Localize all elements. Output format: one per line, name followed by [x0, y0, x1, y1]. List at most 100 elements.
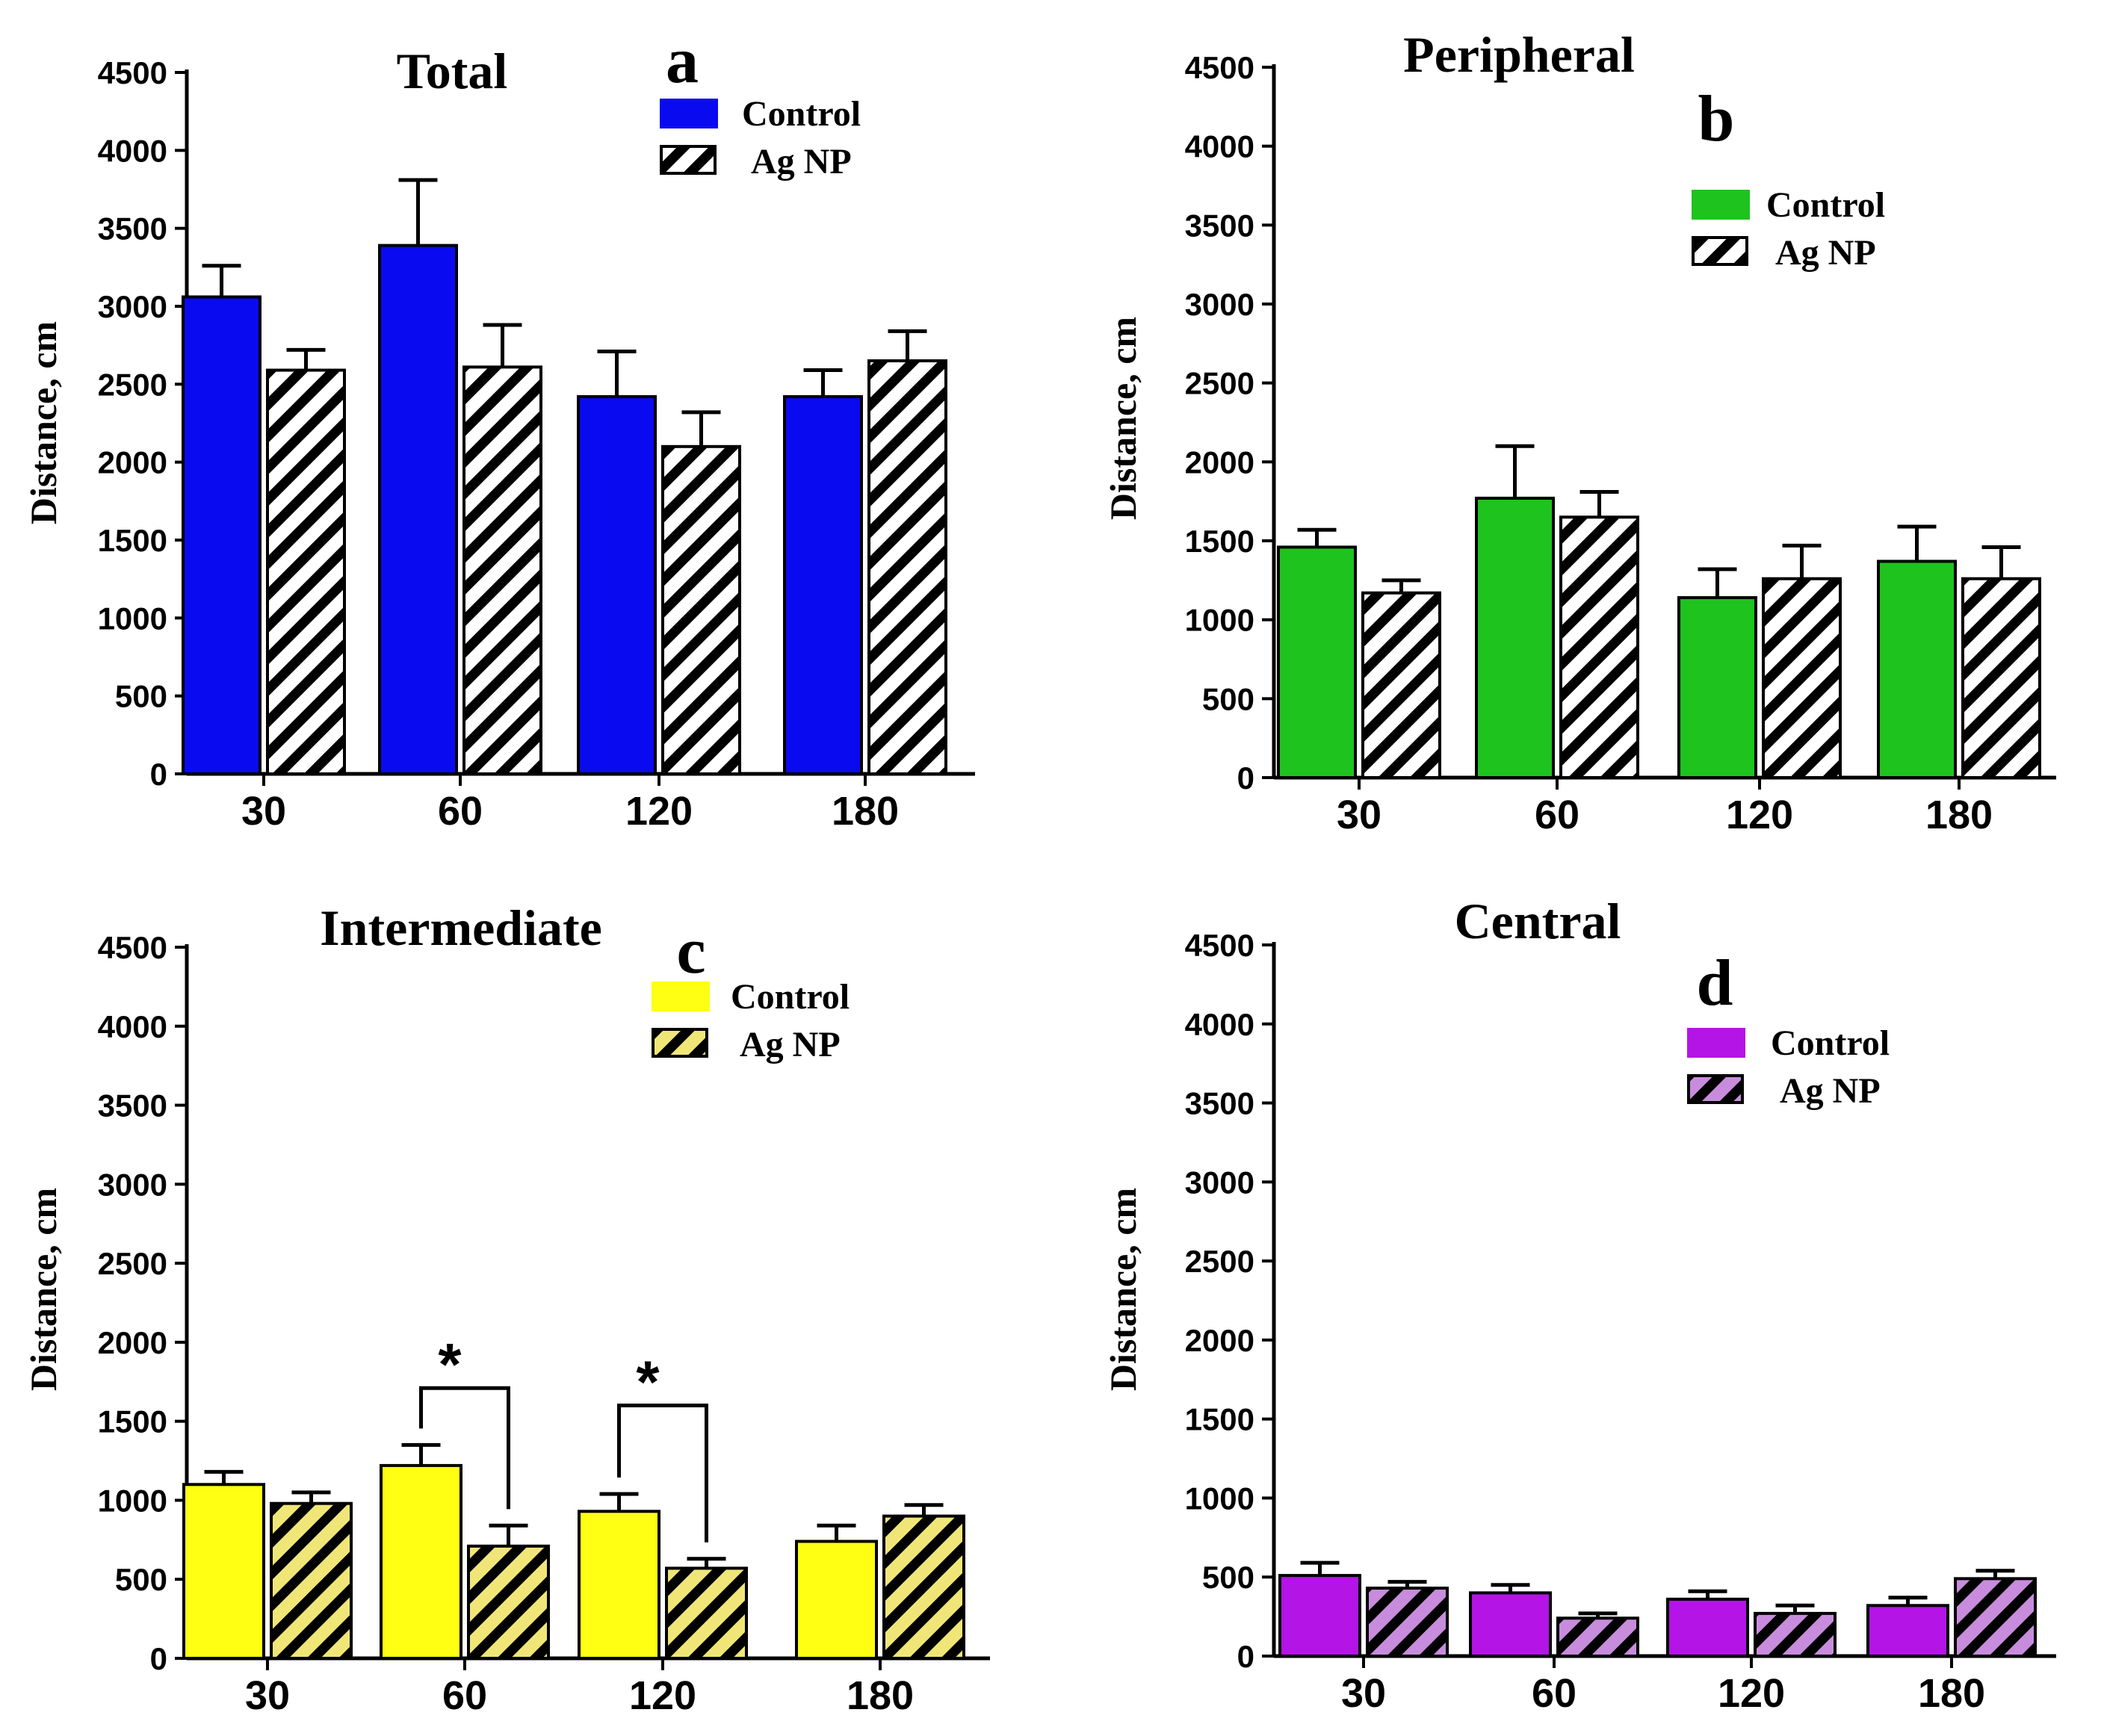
x-tick-label: 30	[1337, 793, 1381, 837]
chart-panel-b: 0 500 1000 1500 2000 2500 3000 3500 4000 4500 Dist…	[1102, 26, 2056, 837]
x-tick-label: 30	[241, 789, 286, 834]
legend-label-control: Control	[1771, 1023, 1890, 1063]
chart-title: Central	[1455, 893, 1621, 949]
legend-swatch-control	[1692, 190, 1750, 220]
y-axis-title: Distance, cm	[22, 321, 64, 524]
legend-label-agnp: Ag NP	[740, 1025, 841, 1064]
y-tick-label: 500	[1202, 1560, 1254, 1595]
y-tick-label: 1500	[1185, 524, 1254, 559]
chart-title: Peripheral	[1403, 26, 1635, 83]
y-tick-label: 3500	[98, 1088, 167, 1123]
y-tick-label: 500	[115, 679, 167, 714]
y-tick-label: 500	[1202, 681, 1254, 716]
bar-agnp-120	[1754, 1611, 1837, 1658]
bar-agnp-60	[1556, 1616, 1639, 1658]
y-tick-label: 4500	[1185, 50, 1254, 85]
significance-star: *	[636, 1349, 660, 1416]
x-tick-label: 120	[629, 1673, 696, 1718]
x-tick-label: 120	[1726, 793, 1793, 837]
legend-swatch-control	[660, 99, 718, 128]
bar-control-180	[783, 395, 863, 775]
bar-control-120	[577, 395, 657, 775]
panel-letter: c	[676, 915, 705, 988]
legend-swatch-agnp	[660, 145, 717, 175]
legend-label-control: Control	[742, 94, 861, 134]
bar-control-120	[1666, 1597, 1749, 1658]
legend: Control Ag NP	[660, 94, 861, 182]
y-tick-label: 4500	[98, 55, 167, 90]
bar-control-120	[1677, 596, 1757, 780]
chart-title: Total	[397, 43, 508, 99]
bar-control-180	[1866, 1604, 1949, 1658]
bar-agnp-30	[1366, 1587, 1449, 1658]
bar-agnp-30	[270, 1501, 353, 1660]
y-tick-label: 2000	[1185, 1323, 1254, 1358]
y-axis-title: Distance, cm	[1102, 1188, 1144, 1391]
bar-agnp-120	[661, 444, 741, 775]
bar-control-120	[578, 1510, 660, 1660]
x-tick-label: 60	[442, 1673, 487, 1718]
y-tick-label: 1500	[1185, 1402, 1254, 1437]
x-tick-label: 120	[625, 789, 693, 834]
y-tick-label: 1000	[98, 1483, 167, 1518]
x-tick-label: 180	[832, 789, 899, 834]
x-tick-label: 180	[1918, 1671, 1985, 1716]
bar-control-30	[182, 295, 262, 776]
legend: Control Ag NP	[1687, 1023, 1890, 1111]
y-tick-label: 4000	[1185, 1007, 1254, 1042]
bar-control-60	[1475, 496, 1555, 779]
bar-agnp-30	[266, 368, 346, 775]
legend-label-agnp: Ag NP	[751, 142, 852, 182]
x-tick-label: 30	[245, 1673, 290, 1718]
y-tick-label: 2500	[1185, 1244, 1254, 1279]
significance-bracket	[419, 1386, 510, 1510]
y-axis-title: Distance, cm	[22, 1188, 64, 1391]
y-tick-label: 1000	[98, 601, 167, 636]
legend: Control Ag NP	[652, 977, 850, 1064]
bar-control-60	[1469, 1591, 1552, 1658]
x-tick-label: 60	[1532, 1671, 1577, 1716]
y-tick-label: 4000	[98, 1009, 167, 1044]
y-tick-label: 2000	[1185, 444, 1254, 480]
chart-panel-c: 0 500 1000 1500 2000 2500 3000 3500 4000 4500 Dist…	[22, 899, 990, 1718]
y-tick-label: 1500	[98, 523, 167, 558]
y-tick-label: 3000	[98, 1167, 167, 1202]
y-axis-title: Distance, cm	[1102, 317, 1144, 520]
y-tick-label: 4000	[1185, 129, 1254, 164]
panel-letter: d	[1697, 947, 1733, 1020]
legend-label-control: Control	[731, 977, 850, 1017]
y-tick-label: 3000	[1185, 1165, 1254, 1200]
legend-swatch-control	[1687, 1028, 1745, 1058]
x-tick-label: 60	[1535, 793, 1579, 837]
y-tick-label: 500	[115, 1562, 167, 1597]
y-tick-label: 2500	[98, 367, 167, 402]
y-tick-label: 3500	[98, 211, 167, 247]
significance-bracket	[617, 1404, 708, 1543]
y-tick-label: 4500	[1185, 928, 1254, 963]
y-tick-label: 2500	[98, 1246, 167, 1281]
y-tick-label: 3500	[1185, 208, 1254, 243]
x-tick-label: 180	[847, 1673, 914, 1718]
bar-agnp-180	[882, 1514, 965, 1660]
bar-control-180	[1877, 559, 1957, 779]
bar-control-30	[1278, 1574, 1361, 1658]
y-tick-label: 0	[150, 1641, 167, 1676]
bar-agnp-120	[1762, 577, 1842, 779]
y-tick-label: 0	[1237, 760, 1254, 796]
x-tick-label: 180	[1925, 793, 1993, 837]
bar-control-180	[795, 1540, 878, 1661]
y-tick-label: 3000	[98, 289, 167, 324]
x-tick-label: 30	[1341, 1671, 1386, 1716]
legend-label-agnp: Ag NP	[1780, 1071, 1881, 1111]
chart-panel-d: 0 500 1000 1500 2000 2500 3000 3500 4000 4500 Dist…	[1102, 893, 2056, 1716]
bar-agnp-60	[467, 1544, 550, 1661]
bar-control-30	[1277, 545, 1357, 779]
legend-swatch-agnp	[652, 1028, 708, 1058]
y-tick-label: 0	[150, 757, 167, 792]
y-tick-label: 1000	[1185, 603, 1254, 638]
chart-panel-a: 0 500 1000 1500 2000 2500 3000 3500 4000 4500 Dist…	[22, 25, 975, 834]
y-tick-label: 3000	[1185, 287, 1254, 322]
bar-agnp-30	[1361, 591, 1441, 779]
y-tick-label: 2500	[1185, 366, 1254, 401]
y-tick-label: 1500	[98, 1404, 167, 1439]
